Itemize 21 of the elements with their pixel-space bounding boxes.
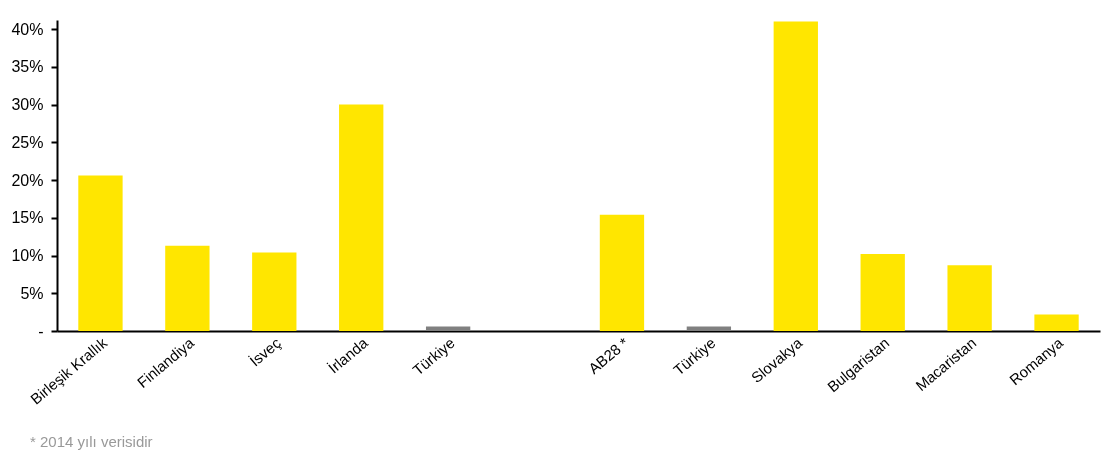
bar — [773, 21, 818, 331]
y-tick-label: 15% — [11, 209, 44, 227]
y-tick-label: 35% — [11, 58, 44, 76]
bar — [425, 326, 471, 331]
y-tick-label: 30% — [11, 96, 44, 114]
bar — [165, 245, 210, 331]
y-tick-label: 5% — [20, 284, 44, 302]
bar — [1034, 314, 1079, 331]
bar — [599, 214, 645, 331]
y-tick-label: 20% — [11, 171, 44, 189]
bar — [78, 175, 123, 331]
y-tick-label: - — [38, 322, 44, 340]
y-tick-label: 10% — [11, 247, 44, 265]
bar — [252, 252, 297, 331]
text: * 2014 yılı verisidir — [30, 433, 153, 450]
bar — [860, 254, 905, 331]
y-tick-label: 25% — [11, 133, 44, 151]
y-tick-label: 40% — [11, 20, 44, 38]
bar — [947, 265, 992, 331]
bar — [339, 104, 384, 331]
bar — [686, 326, 732, 331]
